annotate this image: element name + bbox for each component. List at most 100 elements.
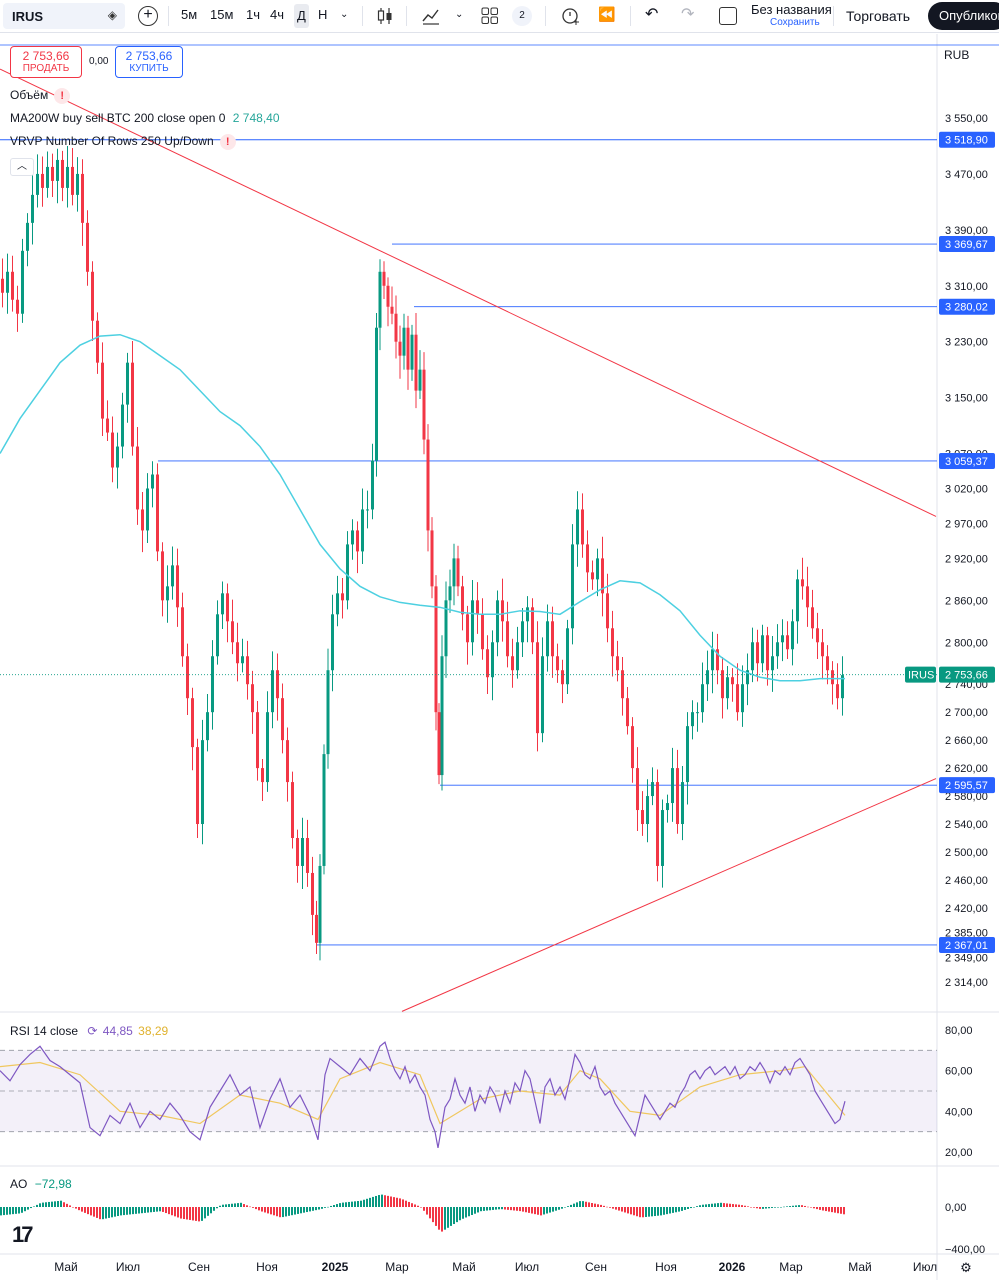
candle-body [701, 684, 704, 713]
candle-body [101, 362, 104, 419]
undo-icon[interactable]: ↶ [645, 6, 659, 23]
divider [545, 6, 546, 26]
chart-svg[interactable]: 3 550,00 3 470,00 3 390,00 3 310,00 3 230,00… [0, 34, 999, 1280]
candle-body [444, 600, 448, 657]
buy-button[interactable]: 2 753,66 КУПИТЬ [115, 46, 183, 78]
indicators-icon[interactable] [421, 6, 441, 26]
legend-ma[interactable]: MA200W buy sell BTC 200 close open 0 2 7… [10, 111, 280, 125]
ao-bar [717, 1203, 719, 1207]
publish-button[interactable]: Опубликовать [928, 2, 999, 30]
candle-body [796, 579, 799, 622]
layout-count-badge[interactable]: 2 [512, 6, 532, 26]
ma-label: MA200W buy sell BTC 200 close open 0 [10, 111, 226, 125]
ao-bar [741, 1205, 743, 1207]
ao-bar [603, 1205, 605, 1207]
candle-body [611, 628, 614, 657]
ao-bar [828, 1207, 830, 1212]
candle-body [481, 614, 484, 650]
time-axis-label: Мар [385, 1260, 409, 1274]
ao-bar [270, 1207, 272, 1215]
price-tick-label: 2 620,00 [945, 763, 988, 775]
ao-bar [114, 1207, 116, 1217]
candle-body [276, 670, 279, 699]
interval-15m[interactable]: 15м [210, 7, 234, 22]
ao-bar [609, 1207, 611, 1208]
candle-body [346, 544, 349, 601]
interval-5m[interactable]: 5м [181, 7, 198, 22]
legend-ao[interactable]: AO −72,98 [10, 1177, 72, 1191]
ao-bar [6, 1207, 8, 1215]
trade-button[interactable]: Торговать [846, 8, 911, 24]
candles-icon[interactable] [376, 7, 394, 25]
interval-week[interactable]: Н [318, 7, 328, 22]
currency-label[interactable]: RUB [944, 48, 970, 62]
candle-body [161, 551, 164, 601]
candle-body [216, 614, 219, 657]
candle-body [141, 509, 144, 531]
ao-bar [249, 1206, 251, 1208]
ao-bar [198, 1207, 200, 1222]
time-axis-label: Сен [188, 1260, 210, 1274]
candle-body [356, 530, 359, 552]
warning-icon[interactable]: ! [54, 88, 71, 104]
candle-body [406, 327, 410, 370]
ao-bar [210, 1207, 212, 1214]
candle-body [676, 768, 679, 825]
sell-button[interactable]: 2 753,66 ПРОДАТЬ [10, 46, 82, 78]
chevron-down-icon[interactable]: ⌄ [455, 9, 464, 20]
rsi-tick-label: 40,00 [945, 1106, 973, 1118]
candle-body [836, 684, 839, 699]
ao-bar [231, 1203, 233, 1207]
ao-bar [792, 1205, 794, 1207]
candle-body [456, 558, 460, 587]
price-tick-label: 3 230,00 [945, 337, 988, 349]
ao-bar [645, 1207, 647, 1217]
ao-bar [24, 1207, 26, 1212]
refresh-icon[interactable]: ⟳ [87, 1024, 98, 1038]
ao-bar [444, 1207, 446, 1230]
candle-body [341, 593, 344, 601]
ao-bar [27, 1207, 29, 1210]
candle-body [301, 838, 304, 866]
candle-body [176, 565, 179, 608]
interval-1h[interactable]: 1ч [246, 7, 261, 22]
ao-bar [777, 1207, 779, 1208]
ao-bar [348, 1201, 350, 1207]
ao-bar [255, 1207, 257, 1210]
sell-label: ПРОДАТЬ [22, 63, 70, 74]
diamond-icon[interactable]: ◈ [107, 8, 117, 22]
ao-bar [195, 1207, 197, 1221]
chart-area[interactable]: 3 550,00 3 470,00 3 390,00 3 310,00 3 230,00… [0, 34, 999, 1280]
candle-body [826, 656, 829, 671]
interval-day[interactable]: Д [294, 4, 309, 28]
symbol-search-button[interactable]: IRUS ◈ [3, 3, 125, 29]
warning-icon[interactable]: ! [219, 134, 236, 150]
ao-bar [390, 1196, 392, 1207]
add-symbol-icon[interactable]: + [138, 6, 158, 26]
candle-body [16, 299, 19, 314]
legend-volume[interactable]: Объём! [10, 88, 71, 104]
alert-clock-icon[interactable] [560, 5, 582, 27]
ao-bar [279, 1207, 281, 1218]
legend-vrvp[interactable]: VRVP Number Of Rows 250 Up/Down! [10, 134, 236, 150]
rsi-tick-label: 60,00 [945, 1066, 973, 1078]
legend-rsi[interactable]: RSI 14 close ⟳ 44,85 38,29 [10, 1024, 168, 1038]
ao-bar [186, 1207, 188, 1220]
interval-4h[interactable]: 4ч [270, 7, 285, 22]
redo-icon[interactable]: ↷ [681, 6, 695, 23]
replay-icon[interactable]: ⏪ [598, 6, 616, 22]
fullscreen-checkbox-icon[interactable] [719, 7, 737, 25]
settings-gear-icon[interactable]: ⚙ [960, 1260, 972, 1275]
collapse-legend-button[interactable]: ︿ [10, 158, 34, 176]
ao-bar [486, 1207, 488, 1211]
ao-bar [525, 1207, 527, 1213]
chart-name[interactable]: Без названия [751, 2, 832, 17]
layout-grid-icon[interactable] [481, 7, 499, 25]
save-link[interactable]: Сохранить [770, 17, 820, 28]
candle-body [166, 586, 169, 601]
ao-bar [144, 1207, 146, 1213]
chevron-down-icon[interactable]: ⌄ [340, 9, 349, 20]
candle-body [211, 656, 214, 713]
ao-bar [303, 1207, 305, 1213]
candle-body [6, 271, 9, 293]
